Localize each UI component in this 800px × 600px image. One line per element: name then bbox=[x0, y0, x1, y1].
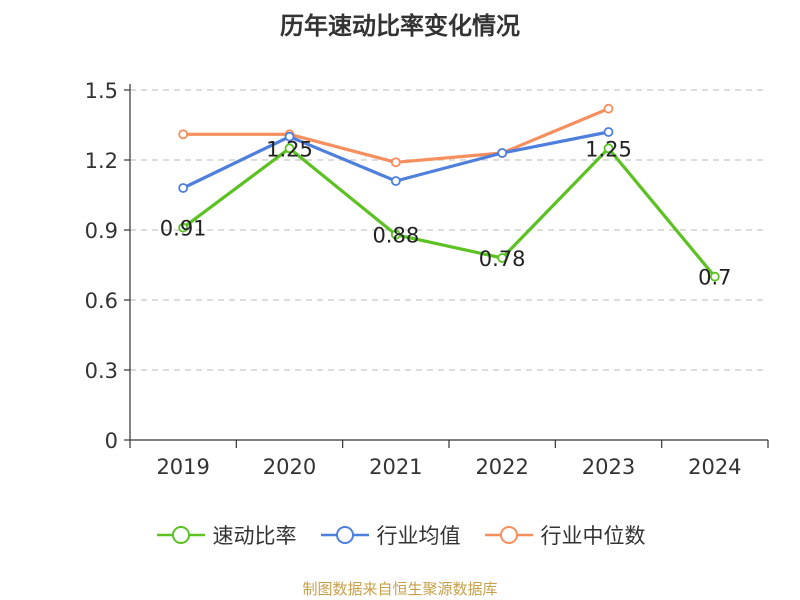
data-point-1 bbox=[284, 131, 295, 142]
data-point-0 bbox=[497, 253, 508, 263]
y-tick-label: 0 bbox=[105, 429, 118, 453]
legend-swatch-blue bbox=[320, 526, 369, 544]
data-point-1 bbox=[178, 183, 189, 193]
x-tick-label: 2021 bbox=[369, 455, 422, 479]
data-label: 0.91 bbox=[160, 217, 207, 241]
axes: 0 0.3 0.6 0.9 1.2 1.5 2019 2020 2021 2022 2023 2024 bbox=[85, 79, 769, 479]
legend-label: 速动比率 bbox=[212, 524, 297, 548]
x-tick-label: 2023 bbox=[582, 455, 635, 479]
chart-title: 历年速动比率变化情况 bbox=[280, 12, 520, 40]
x-tick-label: 2020 bbox=[263, 455, 316, 479]
data-label: 0.88 bbox=[372, 224, 419, 248]
data-label: 1.25 bbox=[266, 137, 313, 161]
x-tick-label: 2022 bbox=[475, 455, 528, 479]
legend-swatch-green bbox=[156, 526, 205, 544]
data-point-2 bbox=[603, 103, 614, 114]
data-point-0 bbox=[178, 222, 189, 233]
series-line-0 bbox=[182, 146, 717, 278]
legend-item-quick-ratio[interactable]: 速动比率 bbox=[155, 520, 297, 550]
data-point-0 bbox=[284, 143, 295, 154]
legend-item-industry-median[interactable]: 行业中位数 bbox=[483, 520, 646, 550]
series-line-2 bbox=[183, 107, 610, 164]
y-tick-label: 0.9 bbox=[85, 219, 118, 243]
data-label: 1.25 bbox=[585, 137, 632, 161]
data-point-0 bbox=[709, 271, 720, 282]
data-label: 0.7 bbox=[698, 266, 731, 290]
legend-swatch-orange bbox=[484, 526, 533, 544]
legend-label: 行业中位数 bbox=[540, 524, 646, 548]
series-lines bbox=[178, 103, 720, 282]
y-tick-label: 0.3 bbox=[85, 359, 118, 383]
data-point-2 bbox=[390, 157, 401, 168]
x-tick-label: 2024 bbox=[688, 455, 741, 479]
y-tick-label: 1.2 bbox=[85, 149, 118, 173]
legend-item-industry-mean[interactable]: 行业均值 bbox=[319, 520, 461, 550]
source-footer: 制图数据来自恒生聚源数据库 bbox=[302, 580, 498, 598]
data-point-0 bbox=[603, 143, 614, 154]
y-tick-label: 1.5 bbox=[85, 79, 118, 103]
data-point-0 bbox=[390, 229, 401, 240]
data-label: 0.78 bbox=[479, 247, 526, 271]
legend: 速动比率 行业均值 行业中位数 bbox=[0, 520, 800, 550]
y-tick-label: 0.6 bbox=[85, 289, 118, 313]
data-point-1 bbox=[603, 127, 614, 137]
data-point-1 bbox=[497, 148, 508, 158]
legend-label: 行业均值 bbox=[376, 524, 461, 548]
data-labels: 0.91 1.25 0.88 0.78 1.25 0.7 bbox=[160, 137, 732, 289]
grid-lines bbox=[130, 89, 768, 371]
data-point-1 bbox=[390, 176, 401, 186]
data-point-2 bbox=[178, 129, 189, 140]
x-tick-label: 2019 bbox=[156, 455, 209, 479]
